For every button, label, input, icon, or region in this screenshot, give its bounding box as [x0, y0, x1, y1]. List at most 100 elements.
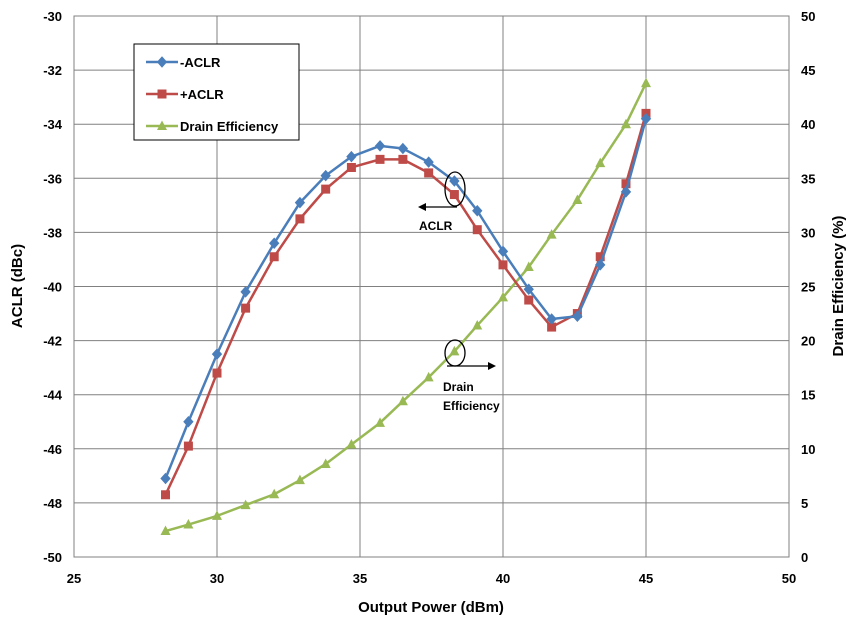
data-point-aclr	[640, 113, 652, 125]
data-point-drain-efficiency	[375, 417, 386, 427]
data-point-drain-efficiency	[449, 345, 460, 356]
y-tick-label: -40	[43, 280, 62, 295]
y-tick-label: -36	[43, 171, 62, 186]
y2-tick-label: 30	[801, 225, 815, 240]
data-point-drain-efficiency	[595, 157, 606, 168]
y2-axis-title: Drain Efficiency (%)	[830, 216, 847, 357]
data-point-aclr	[212, 368, 222, 378]
x-tick-label: 45	[639, 571, 653, 586]
data-point-aclr	[523, 283, 534, 295]
data-point-drain-efficiency	[572, 194, 583, 204]
aclr-annotation-label: ACLR	[419, 219, 453, 233]
legend-swatch-marker	[156, 56, 168, 68]
data-point-drain-efficiency	[472, 319, 483, 330]
data-point-aclr	[294, 196, 306, 209]
x-tick-label: 25	[67, 571, 81, 586]
data-point-drain-efficiency	[641, 77, 651, 88]
y-tick-label: -42	[43, 334, 62, 349]
data-point-aclr	[269, 252, 279, 262]
y2-tick-label: 45	[801, 63, 815, 78]
y2-tick-label: 25	[801, 280, 815, 295]
data-point-aclr	[621, 179, 631, 189]
drain-efficiency-annotation: Drain Efficiency	[443, 339, 500, 413]
legend-label: -ACLR	[180, 55, 221, 70]
legend-swatch-marker	[157, 89, 167, 99]
data-point-aclr	[524, 295, 534, 305]
data-point-drain-efficiency	[498, 291, 508, 302]
x-axis-title: Output Power (dBm)	[358, 599, 504, 616]
data-point-aclr	[472, 225, 482, 235]
data-point-drain-efficiency	[397, 395, 408, 406]
y-tick-label: -38	[43, 225, 62, 240]
data-point-drain-efficiency	[183, 519, 194, 529]
efficiency-annotation-label-line1: Drain	[443, 380, 474, 394]
data-point-aclr	[595, 252, 605, 262]
data-point-aclr	[160, 472, 171, 485]
data-point-aclr	[346, 150, 357, 163]
y2-tick-label: 15	[801, 388, 815, 403]
series-aclr	[160, 113, 652, 485]
data-point-aclr	[547, 322, 557, 332]
data-point-aclr	[449, 175, 460, 187]
y-tick-label: -48	[43, 496, 62, 511]
legend-label: Drain Efficiency	[180, 119, 279, 134]
data-point-aclr	[595, 259, 606, 271]
y2-tick-label: 50	[801, 9, 815, 24]
data-point-drain-efficiency	[294, 474, 305, 485]
y-tick-label: -34	[43, 117, 63, 132]
data-point-aclr	[375, 154, 385, 164]
aclr-annotation: ACLR	[418, 171, 466, 233]
data-point-drain-efficiency	[620, 118, 631, 129]
data-point-aclr	[423, 156, 434, 168]
data-point-aclr	[374, 140, 386, 152]
data-point-aclr	[183, 416, 194, 428]
y-tick-label: -44	[43, 388, 63, 403]
data-point-aclr	[346, 162, 356, 172]
legend-item-aclr: +ACLR	[146, 87, 224, 102]
data-point-aclr	[472, 205, 483, 217]
data-point-drain-efficiency	[160, 525, 171, 536]
efficiency-arrow-head	[488, 362, 496, 370]
y2-tick-label: 5	[801, 496, 808, 511]
aclr-callout-circle	[444, 171, 466, 207]
x-tick-label: 30	[210, 571, 224, 586]
x-tick-label: 50	[782, 571, 796, 586]
plot-area-border	[73, 15, 790, 558]
data-point-aclr	[269, 237, 280, 249]
series-layer	[160, 77, 652, 536]
data-point-drain-efficiency	[269, 488, 280, 499]
data-point-aclr	[241, 303, 251, 313]
data-point-drain-efficiency	[240, 499, 251, 510]
y-axis-title: ACLR (dBc)	[9, 244, 26, 328]
y-tick-label: -30	[43, 9, 62, 24]
data-point-aclr	[449, 190, 459, 200]
data-point-aclr	[620, 186, 632, 198]
y-tick-label: -46	[43, 442, 62, 457]
data-point-aclr	[397, 142, 409, 155]
legend-label: +ACLR	[180, 87, 224, 102]
legend-item-drain-efficiency: Drain Efficiency	[146, 119, 279, 134]
data-point-aclr	[161, 490, 171, 500]
data-point-aclr	[320, 169, 331, 182]
axis-tick-labels: 25 30 35 40 45 50-50-48-46-44-42-40-38-36-34-…	[43, 9, 815, 586]
data-point-aclr	[183, 441, 193, 451]
y2-tick-label: 35	[801, 171, 815, 186]
data-point-aclr	[424, 168, 434, 178]
data-point-aclr	[211, 348, 223, 360]
y-tick-label: -50	[43, 550, 62, 565]
data-point-aclr	[398, 154, 408, 164]
data-point-aclr	[321, 184, 331, 194]
data-point-drain-efficiency	[320, 458, 331, 468]
y2-tick-label: 10	[801, 442, 815, 457]
aclr-arrow-head	[418, 203, 426, 211]
y2-tick-label: 0	[801, 550, 808, 565]
data-point-drain-efficiency	[423, 371, 434, 382]
x-tick-label: 35	[353, 571, 367, 586]
series-line-drain-efficiency	[165, 82, 648, 533]
data-point-aclr	[572, 310, 583, 323]
y2-tick-label: 20	[801, 334, 815, 349]
data-point-drain-efficiency	[546, 229, 557, 239]
data-point-aclr	[295, 214, 305, 224]
